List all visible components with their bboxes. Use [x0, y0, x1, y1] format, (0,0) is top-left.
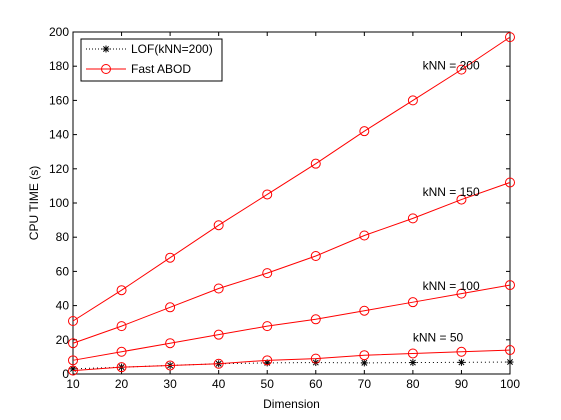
data-point: [359, 305, 370, 316]
data-point: [68, 365, 78, 376]
series-annotation: kNN = 50: [413, 331, 464, 345]
y-tick-label: 0: [62, 367, 69, 381]
series-2: [68, 177, 515, 349]
data-point: [310, 158, 321, 169]
data-point: [116, 285, 127, 296]
series-layer: [68, 32, 515, 376]
x-axis-label: Dimension: [263, 397, 320, 411]
series-1: [68, 32, 515, 326]
x-tick-label: 10: [66, 377, 80, 391]
data-point: [456, 194, 467, 205]
data-point: [407, 213, 418, 224]
data-point: [457, 358, 465, 366]
data-point: [213, 220, 224, 231]
y-tick-label: 80: [56, 230, 70, 244]
data-point: [165, 302, 176, 313]
data-point: [68, 315, 78, 326]
data-point: [456, 346, 467, 357]
y-tick-label: 180: [49, 59, 69, 73]
y-tick-label: 20: [56, 333, 70, 347]
legend-label-lof: LOF(kNN=200): [131, 42, 213, 56]
data-point: [359, 350, 370, 361]
data-point: [262, 189, 273, 200]
x-tick-label: 90: [455, 377, 469, 391]
data-point: [213, 358, 224, 369]
data-point: [116, 362, 127, 373]
annotations: kNN = 200 kNN = 150 kNN = 100 kNN = 50: [413, 59, 480, 345]
data-point: [360, 359, 368, 367]
y-tick-label: 120: [49, 162, 69, 176]
legend: LOF(kNN=200) Fast ABOD: [80, 38, 223, 82]
series-annotation: kNN = 200: [423, 59, 480, 73]
series-4: [68, 345, 515, 376]
data-point: [310, 353, 321, 364]
x-tick-label: 60: [309, 377, 323, 391]
x-tick-label: 100: [500, 377, 520, 391]
data-point: [456, 288, 467, 299]
series-annotation: kNN = 100: [423, 279, 480, 293]
data-point: [407, 95, 418, 106]
data-point: [165, 252, 176, 263]
data-point: [68, 355, 78, 366]
y-axis-label: CPU TIME (s): [27, 166, 41, 240]
data-point: [262, 268, 273, 279]
data-point: [456, 64, 467, 75]
data-point: [506, 358, 514, 366]
y-tick-label: 140: [49, 128, 69, 142]
x-tick-label: 20: [115, 377, 129, 391]
legend-box: [80, 38, 223, 82]
data-point: [505, 345, 515, 356]
data-point: [165, 360, 176, 371]
x-tick-label: 30: [163, 377, 177, 391]
series-3: [68, 280, 515, 366]
data-point: [68, 338, 78, 349]
data-point: [213, 329, 224, 340]
data-point: [310, 314, 321, 325]
data-point: [505, 177, 515, 188]
x-tick-label: 70: [358, 377, 372, 391]
series-line: [72, 349, 511, 372]
x-tick-label: 50: [261, 377, 275, 391]
y-tick-label: 100: [49, 196, 69, 210]
data-point: [116, 321, 127, 332]
data-point: [116, 346, 127, 357]
legend-marker-lof: [102, 45, 110, 53]
legend-label-fast-abod: Fast ABOD: [131, 62, 191, 76]
data-point: [213, 283, 224, 294]
legend-marker-symbol: [102, 45, 110, 53]
y-tick-label: 160: [49, 93, 69, 107]
data-point: [165, 338, 176, 349]
data-point: [262, 355, 273, 366]
data-point: [407, 348, 418, 359]
y-tick-label: 200: [49, 25, 69, 39]
series-line: [72, 36, 511, 322]
data-point: [262, 321, 273, 332]
x-tick-label: 80: [406, 377, 420, 391]
data-point: [310, 251, 321, 262]
legend-marker-fast-abod: [101, 64, 111, 74]
x-tick-label: 40: [212, 377, 226, 391]
series-annotation: kNN = 150: [423, 185, 480, 199]
y-tick-label: 40: [56, 299, 70, 313]
axis-ticks: 10 20 30 40 50 60 70 80 90 100 0 20 40 60 80 100 120 140 1…: [49, 25, 520, 391]
data-point: [407, 297, 418, 308]
series-line: [72, 284, 511, 361]
y-tick-label: 60: [56, 264, 70, 278]
data-point: [359, 126, 370, 137]
series-line: [72, 182, 511, 344]
legend-marker-symbol: [101, 64, 111, 74]
data-point: [409, 359, 417, 367]
data-point: [359, 230, 370, 241]
data-point: [505, 280, 515, 291]
data-point: [505, 32, 515, 43]
